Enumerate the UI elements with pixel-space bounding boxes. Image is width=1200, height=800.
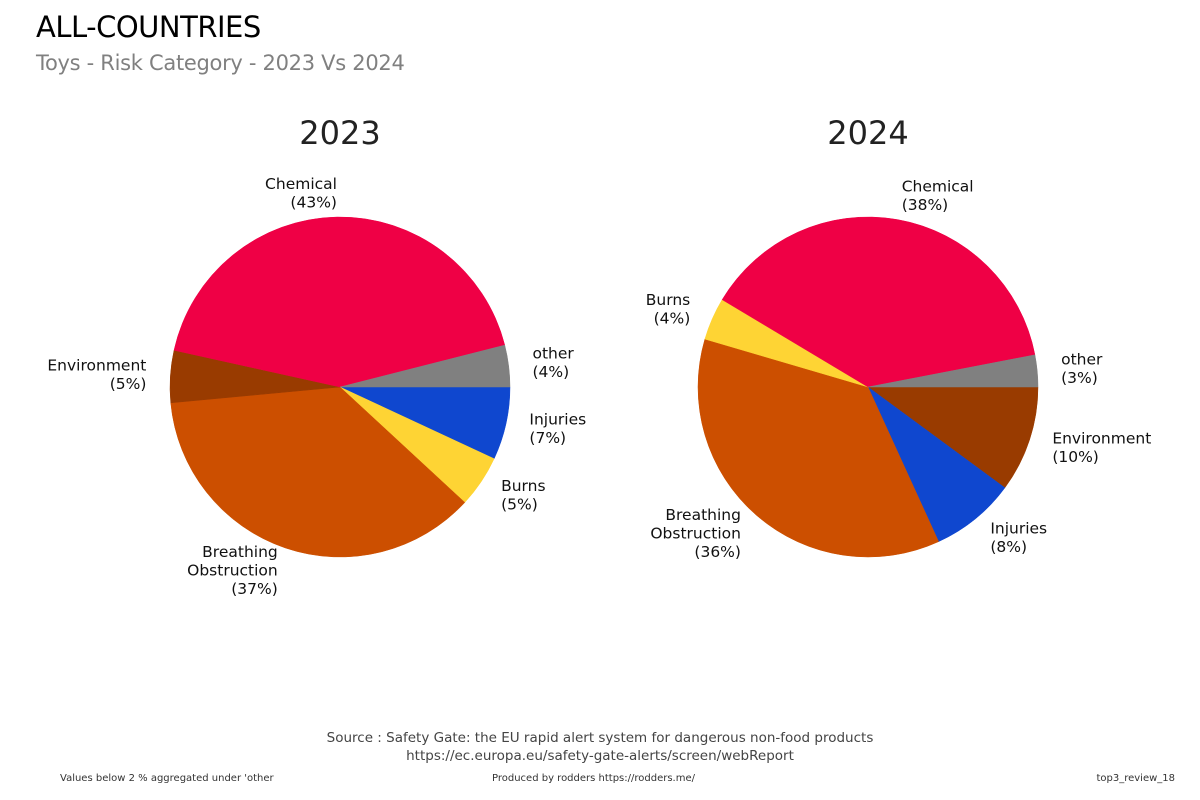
source-line-2: https://ec.europa.eu/safety-gate-alerts/… — [406, 748, 794, 764]
pie-label-environment: Environment (5%) — [47, 357, 146, 394]
pie-slice-breathing-obstruction — [697, 338, 939, 558]
pie-slice-other — [867, 354, 1039, 388]
pie-slice-chemical — [173, 216, 506, 388]
pie-label-injuries: Injuries (8%) — [990, 519, 1047, 556]
pie-label-other: other (3%) — [1061, 350, 1103, 387]
pie-slice-other — [339, 344, 511, 388]
pie-slice-chemical — [721, 216, 1036, 388]
aggregation-note: Values below 2 % aggregated under 'other — [60, 773, 274, 784]
pie-slice-environment — [867, 386, 1039, 489]
pie-label-breathing-obstruction: Breathing Obstruction (36%) — [650, 506, 741, 561]
produced-by: Produced by rodders https://rodders.me/ — [492, 773, 695, 784]
pie-2024: 2024 Environment (10%) Injuries (8%) Breathin… — [646, 114, 1151, 561]
pie-label-environment: Environment (10%) — [1052, 429, 1151, 466]
pie-label-breathing-obstruction: Breathing Obstruction (37%) — [187, 543, 278, 598]
pie-label-chemical: Chemical (43%) — [265, 175, 337, 212]
pie-label-injuries: Injuries (7%) — [529, 411, 586, 448]
pie-label-burns: Burns (5%) — [501, 477, 545, 514]
pie-title: 2023 — [299, 114, 380, 152]
source-line-1: Source : Safety Gate: the EU rapid alert… — [326, 730, 874, 746]
pie-label-burns: Burns (4%) — [646, 291, 690, 328]
chart-id: top3_review_18 — [1096, 773, 1175, 784]
pie-2023: 2023 Injuries (7%) Burns (5%) Breathing Obstru… — [47, 114, 586, 598]
pie-label-chemical: Chemical (38%) — [902, 178, 974, 215]
pie-label-other: other (4%) — [533, 345, 575, 382]
page-title: ALL-COUNTRIES — [36, 10, 261, 44]
page-subtitle: Toys - Risk Category - 2023 Vs 2024 — [36, 51, 405, 75]
source-note: Source : Safety Gate: the EU rapid alert… — [0, 729, 1200, 765]
pie-title: 2024 — [827, 114, 908, 152]
pie-slice-breathing-obstruction — [170, 386, 466, 558]
pie-charts: 2023 Injuries (7%) Burns (5%) Breathing Obstru… — [47, 114, 1151, 598]
